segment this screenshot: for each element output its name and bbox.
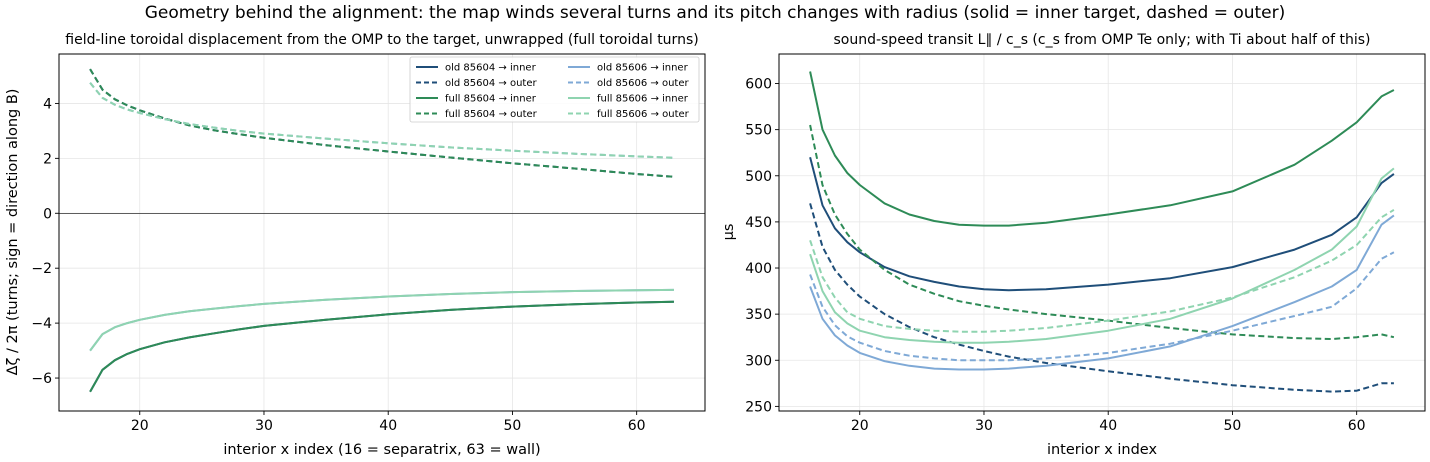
series-line-full-85604-inner [809, 71, 1395, 227]
legend-entry: old 85604 → inner [445, 63, 537, 74]
x-tick-label: 30 [255, 418, 273, 434]
left-panel-toroidal-displacement: field-line toroidal displacement from th… [5, 32, 706, 458]
legend-entry: full 85604 → outer [445, 109, 538, 120]
series-line-full-85606-inner [89, 288, 674, 352]
left-y-axis-label: Δζ / 2π (turns; sign = direction along B… [5, 89, 21, 376]
y-tick-label: −6 [31, 371, 52, 387]
series-line-full-85606-outer [89, 82, 674, 159]
y-tick-label: 400 [745, 261, 772, 277]
y-tick-label: 0 [43, 206, 52, 222]
series-lines [89, 68, 674, 393]
series-lines [809, 71, 1395, 393]
series-line-full-85604-outer [809, 124, 1395, 340]
legend-entry: old 85604 → outer [445, 78, 538, 89]
y-tick-label: 4 [43, 96, 52, 112]
y-tick-label: −2 [31, 261, 52, 277]
x-tick-label: 50 [504, 418, 522, 434]
y-tick-label: 350 [745, 307, 772, 323]
y-tick-label: 300 [745, 353, 772, 369]
left-panel-title: field-line toroidal displacement from th… [65, 32, 698, 48]
axes-frame [778, 53, 1426, 412]
x-tick-label: 20 [851, 418, 869, 434]
right-panel-title: sound-speed transit L∥ / c_s (c_s from O… [833, 32, 1370, 48]
x-tick-label: 50 [1224, 418, 1242, 434]
series-line-full-85604-outer [89, 68, 674, 178]
y-tick-label: −4 [31, 316, 52, 332]
legend-entry: full 85606 → inner [597, 94, 689, 105]
series-line-old-85604-inner [809, 157, 1395, 292]
legend-box [409, 56, 700, 123]
axes-frame [58, 53, 706, 412]
series-line-old-85606-inner [89, 288, 674, 352]
x-tick-label: 60 [1348, 418, 1366, 434]
x-tick-label: 40 [1099, 418, 1117, 434]
legend: old 85604 → inner old 85604 → outer full 8… [409, 56, 700, 123]
series-line-full-85606-inner [809, 167, 1395, 344]
right-panel-sound-speed-transit: sound-speed transit L∥ / c_s (c_s from O… [721, 32, 1426, 458]
y-tick-label: 600 [745, 77, 772, 93]
legend-entry: full 85604 → inner [445, 94, 537, 105]
y-tick-label: 500 [745, 169, 772, 185]
y-tick-label: 2 [43, 151, 52, 167]
legend-entry: old 85606 → outer [597, 78, 690, 89]
x-tick-label: 60 [628, 418, 646, 434]
x-tick-label: 40 [379, 418, 397, 434]
series-line-old-85606-outer [809, 251, 1395, 362]
right-x-axis-label: interior x index [1047, 442, 1158, 458]
series-line-full-85604-inner [89, 300, 674, 393]
right-y-axis-label: μs [721, 224, 737, 241]
figure-title: Geometry behind the alignment: the map w… [144, 3, 1286, 23]
y-tick-label: 450 [745, 215, 772, 231]
series-line-full-85606-outer [809, 209, 1395, 333]
series-line-old-85604-outer [809, 203, 1394, 393]
series-line-old-85606-inner [809, 214, 1395, 371]
x-tick-label: 30 [975, 418, 993, 434]
y-tick-label: 250 [745, 399, 772, 415]
legend-entry: full 85606 → outer [597, 109, 690, 120]
legend-entry: old 85606 → inner [597, 63, 689, 74]
x-tick-label: 20 [131, 418, 149, 434]
left-x-axis-label: interior x index (16 = separatrix, 63 = … [223, 442, 540, 458]
y-tick-label: 550 [745, 123, 772, 139]
